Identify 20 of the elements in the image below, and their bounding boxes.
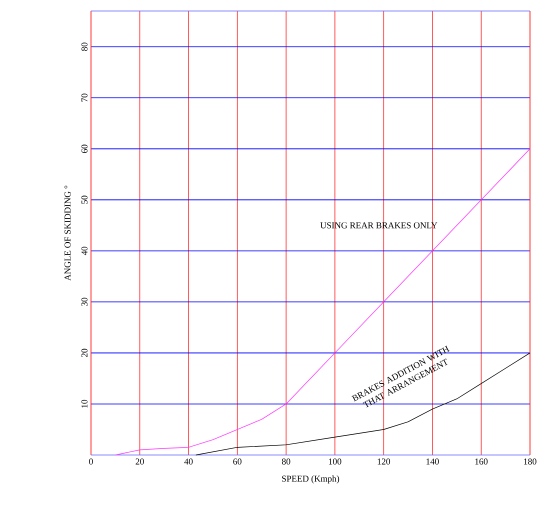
y-tick-label: 50	[81, 196, 88, 204]
x-axis-title: SPEED (Kmph)	[282, 475, 340, 484]
y-tick-label: 20	[81, 348, 88, 358]
x-tick-label: 160	[475, 458, 488, 465]
x-tick-label: 40	[184, 458, 193, 465]
x-tick-label: 0	[89, 458, 93, 465]
y-tick-label: 80	[81, 42, 88, 51]
x-tick-label: 140	[426, 458, 439, 465]
y-tick-label: 10	[81, 400, 88, 408]
y-tick-label: 70	[81, 94, 88, 102]
x-tick-label: 120	[378, 458, 390, 465]
x-tick-label: 100	[328, 458, 342, 465]
x-tick-label: 20	[136, 458, 144, 465]
y-tick-label: 30	[81, 298, 88, 306]
x-tick-label: 80	[282, 458, 290, 465]
x-tick-label: 60	[233, 458, 242, 465]
y-axis-title: ANGLE OF SKIDDING °	[64, 186, 71, 281]
y-tick-label: 40	[81, 246, 88, 256]
x-tick-label: 180	[524, 458, 536, 465]
y-tick-label: 60	[81, 144, 88, 153]
